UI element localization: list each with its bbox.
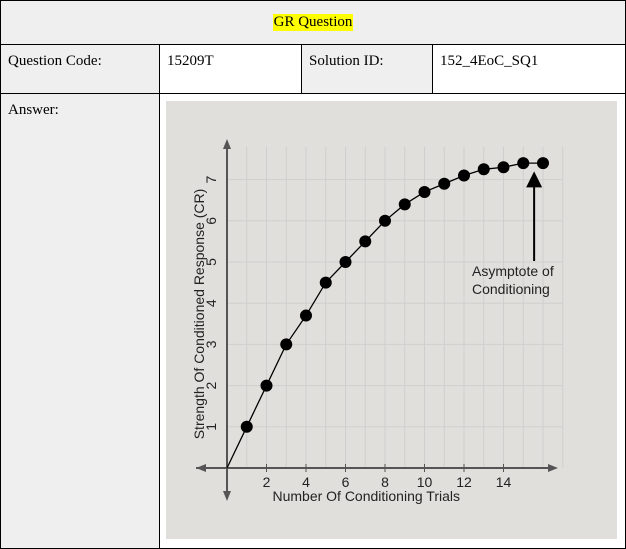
y-axis-top-arrow — [223, 139, 231, 149]
solution-id-label-cell: Solution ID: — [301, 44, 433, 94]
question-code-value-cell: 15209T — [159, 44, 302, 94]
y-axis-bottom-arrow — [223, 491, 231, 501]
data-point — [280, 338, 293, 351]
x-tick-label: 14 — [496, 474, 512, 490]
solution-id-label: Solution ID: — [309, 53, 384, 69]
x-axis-left-arrow — [196, 464, 206, 472]
y-tick-label: 3 — [203, 340, 219, 348]
question-code-label-cell: Question Code: — [0, 44, 160, 94]
x-tick-label: 2 — [263, 474, 271, 490]
data-point — [379, 214, 391, 227]
data-point — [458, 169, 470, 182]
data-point — [517, 157, 530, 170]
y-tick-label: 6 — [203, 217, 219, 225]
data-point — [300, 309, 312, 322]
x-axis-label: Number Of Conditioning Trials — [272, 488, 460, 504]
question-code-label: Question Code: — [8, 53, 102, 69]
axes — [196, 139, 558, 501]
solution-id-value-cell: 152_4EoC_SQ1 — [432, 44, 626, 94]
y-tick-label: 1 — [203, 423, 219, 431]
data-point — [438, 177, 451, 190]
y-tick-label: 4 — [203, 299, 219, 307]
chart-panel: 2 4 6 8 10 12 14 1 2 3 4 5 6 7 Asymptote of Condition… — [166, 101, 617, 539]
data-point — [240, 420, 253, 433]
data-point — [260, 379, 273, 392]
y-axis-label: Strength Of Conditioned Response (CR) — [191, 189, 207, 440]
x-tick-label: 10 — [417, 474, 433, 490]
answer-label-cell: Answer: — [0, 93, 160, 549]
x-tick-label: 4 — [302, 474, 310, 490]
grid-lines — [227, 146, 564, 468]
header-row: GR Question — [0, 0, 626, 45]
data-point — [537, 157, 549, 170]
data-points — [240, 157, 549, 433]
question-code-value: 15209T — [167, 53, 214, 69]
y-tick-label: 2 — [203, 381, 219, 389]
annotation-text-line2: Conditioning — [472, 281, 550, 297]
data-point — [398, 198, 411, 211]
x-tick-label: 8 — [381, 474, 389, 490]
y-tick-label: 7 — [203, 175, 219, 183]
annotation-text-line1: Asymptote of — [472, 263, 554, 279]
asymptote-annotation: Asymptote of Conditioning — [472, 171, 554, 297]
data-point — [359, 235, 372, 248]
x-axis-right-arrow — [548, 464, 558, 472]
sheet-title: GR Question — [272, 14, 354, 31]
x-tick-label: 6 — [342, 474, 350, 490]
y-tick-label: 5 — [203, 258, 219, 266]
answer-label: Answer: — [8, 102, 59, 118]
data-point — [477, 163, 490, 176]
data-point — [339, 256, 352, 268]
data-point — [497, 161, 510, 174]
data-point — [418, 185, 431, 198]
solution-id-value: 152_4EoC_SQ1 — [440, 53, 539, 69]
data-point — [319, 276, 332, 289]
x-tick-label: 12 — [456, 474, 472, 490]
